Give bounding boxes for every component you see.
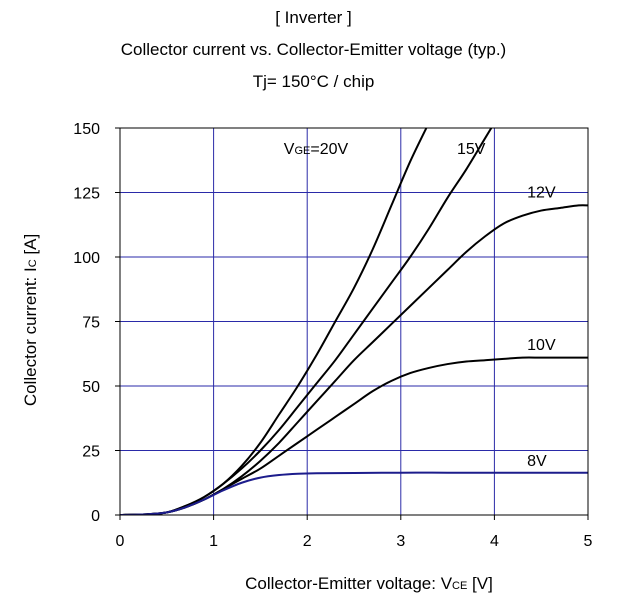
chart-subtitle: Collector current vs. Collector-Emitter …	[120, 40, 507, 59]
y-tick-label: 50	[82, 379, 100, 396]
curve-8v	[120, 471, 588, 515]
curve-vge-20v	[120, 128, 428, 515]
x-axis-label: Collector-Emitter voltage: VCE [V]	[245, 574, 493, 593]
x-tick-label: 2	[303, 533, 312, 550]
curve-label: 12V	[527, 185, 556, 202]
y-axis-label: Collector current: IC [A]	[21, 234, 40, 406]
curve-12v	[120, 204, 588, 515]
y-tick-labels: 0 25 50 75 100 125 150	[73, 121, 120, 525]
curve-10v	[120, 356, 588, 515]
y-tick-label: 100	[73, 250, 100, 267]
y-tick-label: 125	[73, 186, 100, 203]
curve-label: 8V	[527, 453, 547, 470]
curve-label: VGE=20V	[284, 141, 349, 158]
y-tick-label: 75	[82, 315, 100, 332]
y-tick-label: 0	[91, 508, 100, 525]
x-tick-label: 4	[490, 533, 499, 550]
x-tick-labels: 0 1 2 3 4 5	[116, 515, 593, 550]
chart-condition: Tj= 150°C / chip	[252, 72, 375, 91]
grid-lines	[120, 128, 588, 515]
curve-15v	[120, 128, 493, 515]
x-tick-label: 1	[209, 533, 218, 550]
curve-label: 15V	[457, 141, 486, 158]
curve-labels: VGE=20V 15V 12V 10V 8V	[284, 141, 556, 470]
curve-label: 10V	[527, 337, 556, 354]
x-tick-label: 0	[116, 533, 125, 550]
y-tick-label: 25	[82, 444, 100, 461]
x-tick-label: 3	[396, 533, 405, 550]
chart-title: [ Inverter ]	[275, 8, 352, 27]
y-tick-label: 150	[73, 121, 100, 138]
curve-group	[120, 128, 588, 515]
x-tick-label: 5	[584, 533, 593, 550]
